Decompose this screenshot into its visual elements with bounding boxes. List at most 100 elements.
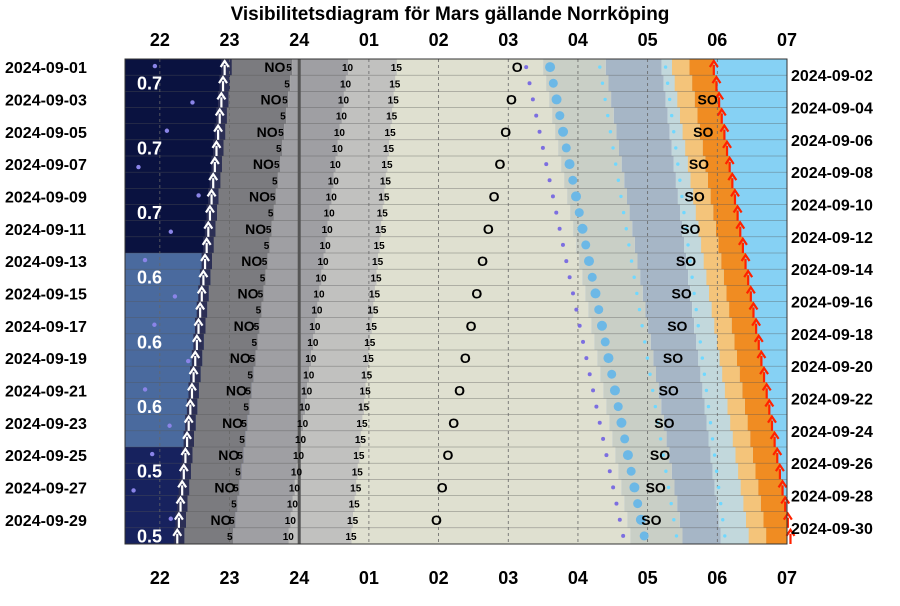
altitude-label: 5 bbox=[286, 63, 292, 74]
altitude-label: 5 bbox=[245, 386, 251, 397]
date-label-left: 2024-09-11 bbox=[5, 222, 86, 239]
star-dot bbox=[190, 100, 195, 105]
mars-rise-arrowhead bbox=[172, 527, 183, 537]
moon-small-dot bbox=[567, 275, 572, 280]
altitude-label: 5 bbox=[276, 144, 282, 155]
altitude-label: 15 bbox=[349, 500, 361, 511]
twilight-marker-dot bbox=[616, 178, 621, 182]
altitude-label: 15 bbox=[363, 354, 375, 365]
moon-small-dot bbox=[540, 145, 545, 150]
altitude-label: 15 bbox=[378, 192, 390, 203]
mars-rise-arrowhead bbox=[177, 479, 188, 488]
hour-tick-bottom: 07 bbox=[777, 568, 797, 588]
altitude-label: 15 bbox=[391, 63, 403, 74]
twilight-marker-dot bbox=[629, 259, 634, 263]
direction-label-so: SO bbox=[698, 91, 718, 107]
direction-label-so: SO bbox=[672, 285, 692, 301]
star-dot bbox=[142, 257, 148, 263]
moon-small-dot bbox=[581, 339, 586, 344]
twilight-marker-dot bbox=[608, 130, 613, 134]
direction-label-no: NO bbox=[253, 156, 274, 172]
moon-dot bbox=[558, 126, 569, 137]
magnitude-label: 0.7 bbox=[137, 74, 162, 94]
moon-small-dot bbox=[534, 113, 539, 118]
twilight-marker-dot bbox=[611, 146, 615, 150]
altitude-label: 15 bbox=[375, 225, 387, 236]
altitude-label: 5 bbox=[235, 467, 241, 478]
direction-label-o: O bbox=[431, 512, 442, 528]
direction-label-so: SO bbox=[650, 447, 670, 463]
altitude-label: 5 bbox=[268, 209, 274, 220]
direction-label-no: NO bbox=[237, 285, 258, 301]
magnitude-label: 0.6 bbox=[137, 332, 162, 352]
twilight-marker-dot bbox=[632, 275, 636, 279]
mars-rise-arrowhead bbox=[178, 463, 189, 472]
altitude-label: 10 bbox=[342, 63, 354, 74]
direction-label-no: NO bbox=[264, 59, 285, 75]
hour-tick-top: 23 bbox=[220, 30, 240, 50]
altitude-label: 10 bbox=[338, 95, 350, 106]
civil-marker-dot bbox=[680, 194, 684, 199]
moon-small-dot bbox=[527, 81, 532, 86]
mars-rise-arrowhead bbox=[219, 59, 230, 68]
twilight-marker-dot bbox=[653, 404, 658, 409]
direction-label-so: SO bbox=[641, 512, 661, 528]
altitude-label: 10 bbox=[313, 289, 325, 300]
civil-marker-dot bbox=[678, 178, 682, 182]
civil-marker-dot bbox=[692, 291, 696, 296]
mars-rise-arrowhead bbox=[190, 350, 201, 359]
altitude-label: 15 bbox=[389, 79, 401, 90]
moon-dot bbox=[574, 208, 584, 218]
mars-rise-arrowhead bbox=[183, 414, 194, 424]
altitude-label: 5 bbox=[241, 419, 247, 430]
altitude-label: 15 bbox=[361, 370, 373, 381]
moon-dot bbox=[581, 240, 591, 250]
direction-label-so: SO bbox=[685, 188, 705, 204]
hour-tick-bottom: 22 bbox=[150, 568, 170, 588]
hour-tick-bottom: 05 bbox=[638, 568, 658, 588]
direction-label-o: O bbox=[443, 447, 454, 463]
altitude-label: 5 bbox=[266, 225, 272, 236]
moon-small-dot bbox=[574, 307, 579, 312]
moon-small-dot bbox=[601, 436, 606, 441]
mars-rise-arrowhead bbox=[203, 220, 214, 230]
altitude-label: 5 bbox=[272, 176, 278, 187]
direction-label-no: NO bbox=[230, 350, 251, 366]
moon-dot bbox=[622, 450, 633, 461]
hour-tick-top: 05 bbox=[638, 30, 658, 50]
mars-rise-arrowhead bbox=[211, 139, 222, 149]
twilight-marker-dot bbox=[613, 162, 618, 166]
twilight-marker-dot bbox=[666, 485, 671, 490]
magnitude-label: 0.6 bbox=[137, 397, 162, 417]
altitude-label: 5 bbox=[274, 160, 280, 171]
star-dot bbox=[131, 488, 136, 493]
star-dot bbox=[136, 164, 141, 170]
civil-marker-dot bbox=[712, 453, 717, 457]
altitude-label: 15 bbox=[350, 483, 362, 494]
star-dot bbox=[164, 128, 170, 133]
direction-label-so: SO bbox=[693, 124, 713, 140]
twilight-marker-dot bbox=[661, 453, 665, 457]
altitude-label: 5 bbox=[282, 95, 288, 106]
civil-marker-dot bbox=[674, 146, 678, 150]
date-label-right: 2024-09-28 bbox=[791, 489, 873, 506]
star-dot bbox=[142, 387, 148, 392]
moon-small-dot bbox=[621, 533, 626, 538]
altitude-label: 10 bbox=[322, 225, 334, 236]
direction-label-so: SO bbox=[659, 382, 679, 398]
civil-marker-dot bbox=[704, 388, 709, 393]
altitude-label: 15 bbox=[372, 257, 384, 268]
hour-tick-top: 07 bbox=[777, 30, 797, 50]
direction-label-o: O bbox=[437, 479, 448, 495]
date-label-right: 2024-09-06 bbox=[791, 133, 873, 150]
moon-dot bbox=[594, 305, 604, 315]
moon-dot bbox=[629, 482, 640, 493]
date-label-left: 2024-09-01 bbox=[5, 60, 87, 77]
twilight-marker-dot bbox=[669, 501, 673, 506]
altitude-label: 15 bbox=[367, 306, 379, 317]
date-label-right: 2024-09-04 bbox=[791, 101, 873, 118]
hour-tick-top: 04 bbox=[568, 30, 588, 50]
moon-small-dot bbox=[597, 420, 602, 425]
mars-rise-arrowhead bbox=[209, 156, 220, 165]
mars-rise-arrowhead bbox=[175, 495, 186, 505]
